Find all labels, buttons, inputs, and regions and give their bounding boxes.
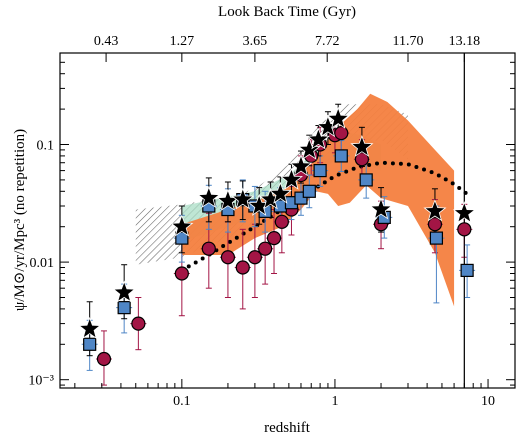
- top-tick-label: 7.72: [315, 34, 340, 49]
- square-point-13: [334, 149, 348, 163]
- y-axis-ticks: 10⁻³ 0.01 0.1: [28, 61, 515, 389]
- square-point-17: [460, 263, 474, 278]
- dotted-curve: [179, 160, 471, 273]
- top-tick-label: 11.70: [392, 34, 423, 49]
- top-tick-label: 3.65: [243, 34, 268, 49]
- x-axis-ticks: 0.1 1 10: [74, 379, 495, 409]
- square-point-16: [429, 231, 444, 245]
- star-point-12: [306, 127, 330, 150]
- x-tick-label: 0.1: [173, 394, 191, 409]
- top-axis-title: Look Back Time (Gyr): [218, 4, 356, 20]
- y-tick-label: 0.1: [37, 139, 55, 154]
- circle-point-0: [96, 351, 112, 367]
- square-point-1: [117, 301, 131, 315]
- circle-point-8: [266, 231, 282, 246]
- circle-point-6: [247, 250, 262, 265]
- band-orange-2: [181, 93, 455, 307]
- circle-point-9: [274, 214, 289, 229]
- y-tick-label: 10⁻³: [28, 374, 54, 389]
- y-tick-label: 0.01: [30, 256, 55, 271]
- square-point-12: [313, 163, 327, 178]
- star-point-15: [350, 134, 374, 157]
- star-point-10: [289, 154, 313, 177]
- circle-point-2: [174, 266, 189, 281]
- star-point-16: [369, 197, 393, 220]
- circle-point-3: [201, 241, 216, 256]
- x-tick-label: 10: [481, 394, 495, 409]
- circle-point-19: [457, 222, 472, 237]
- top-tick-label: 1.27: [170, 34, 195, 49]
- star-point-1: [112, 280, 136, 303]
- circle-point-4: [220, 250, 236, 265]
- circle-point-15: [334, 126, 349, 141]
- x-tick-label: 1: [331, 394, 338, 409]
- star-point-9: [279, 167, 303, 190]
- star-point-11: [297, 137, 321, 160]
- star-point-2: [170, 214, 194, 237]
- circle-point-1: [131, 316, 146, 331]
- y-axis-title: ψ/M⊙/yr/Mpc³ (no repetition): [12, 129, 28, 311]
- star-point-18: [452, 201, 476, 224]
- circle-point-18: [427, 217, 443, 232]
- square-point-11: [302, 184, 316, 198]
- circle-point-5: [235, 260, 250, 275]
- circle-point-7: [258, 241, 273, 256]
- star-point-8: [268, 181, 292, 204]
- square-point-2: [175, 231, 189, 245]
- x-axis-title: redshift: [264, 420, 311, 436]
- square-point-14: [359, 173, 373, 187]
- plot-frame: [59, 52, 516, 389]
- top-tick-label: 0.43: [94, 34, 119, 49]
- star-point-3: [197, 185, 221, 208]
- top-tick-label: 13.18: [449, 34, 481, 49]
- star-point-5: [231, 187, 255, 210]
- data-markers: [78, 106, 476, 367]
- square-point-0: [83, 337, 97, 351]
- star-point-14: [326, 106, 350, 129]
- top-axis-ticks: 0.43 1.27 3.65 7.72 11.70 13.18: [94, 34, 480, 62]
- star-point-17: [423, 199, 447, 222]
- circle-point-16: [354, 152, 370, 167]
- model-curve: [179, 160, 471, 273]
- star-point-0: [78, 316, 102, 339]
